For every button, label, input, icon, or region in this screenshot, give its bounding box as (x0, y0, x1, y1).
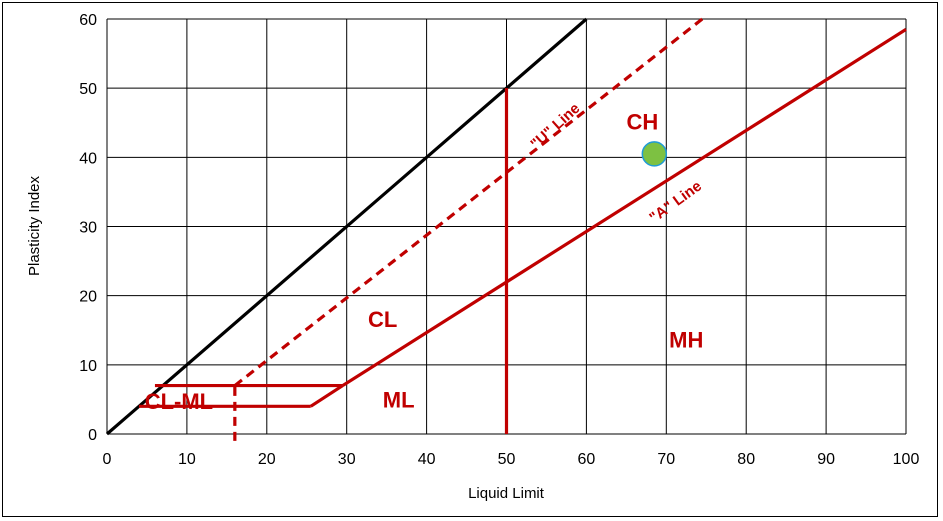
chart-lines (105, 17, 907, 441)
annotation-label: CL-ML (145, 389, 213, 414)
x-tick-label: 100 (893, 451, 920, 468)
y-tick-label: 60 (79, 12, 97, 29)
annotation-label: ML (383, 388, 415, 413)
x-tick-label: 50 (498, 451, 516, 468)
y-tick-label: 30 (79, 220, 97, 237)
x-tick-label: 60 (578, 451, 596, 468)
x-axis-title: Liquid Limit (468, 485, 545, 502)
series-line (309, 384, 344, 408)
x-tick-label: 40 (418, 451, 436, 468)
series-line (341, 28, 907, 387)
y-tick-label: 10 (79, 358, 97, 375)
data-points (641, 141, 668, 167)
y-axis-title: Plasticity Index (26, 175, 43, 276)
series-line (233, 17, 704, 387)
y-tick-label: 20 (79, 289, 97, 306)
y-tick-label: 50 (79, 81, 97, 98)
annotation-label: CL (368, 307, 397, 332)
annotation-label: CH (626, 110, 658, 135)
x-tick-label: 70 (657, 451, 675, 468)
data-point (641, 141, 668, 167)
y-tick-label: 0 (88, 427, 97, 444)
x-tick-label: 90 (817, 451, 835, 468)
x-tick-label: 30 (338, 451, 356, 468)
x-tick-label: 20 (258, 451, 276, 468)
x-tick-label: 10 (178, 451, 196, 468)
x-tick-label: 80 (737, 451, 755, 468)
y-tick-label: 40 (79, 150, 97, 167)
annotation-label: MH (669, 328, 703, 353)
x-tick-label: 0 (103, 451, 112, 468)
tick-labels: 0 10 20 30 40 50 60 70 80 90 100 0 10 20 30 40 50 60 (79, 12, 919, 468)
